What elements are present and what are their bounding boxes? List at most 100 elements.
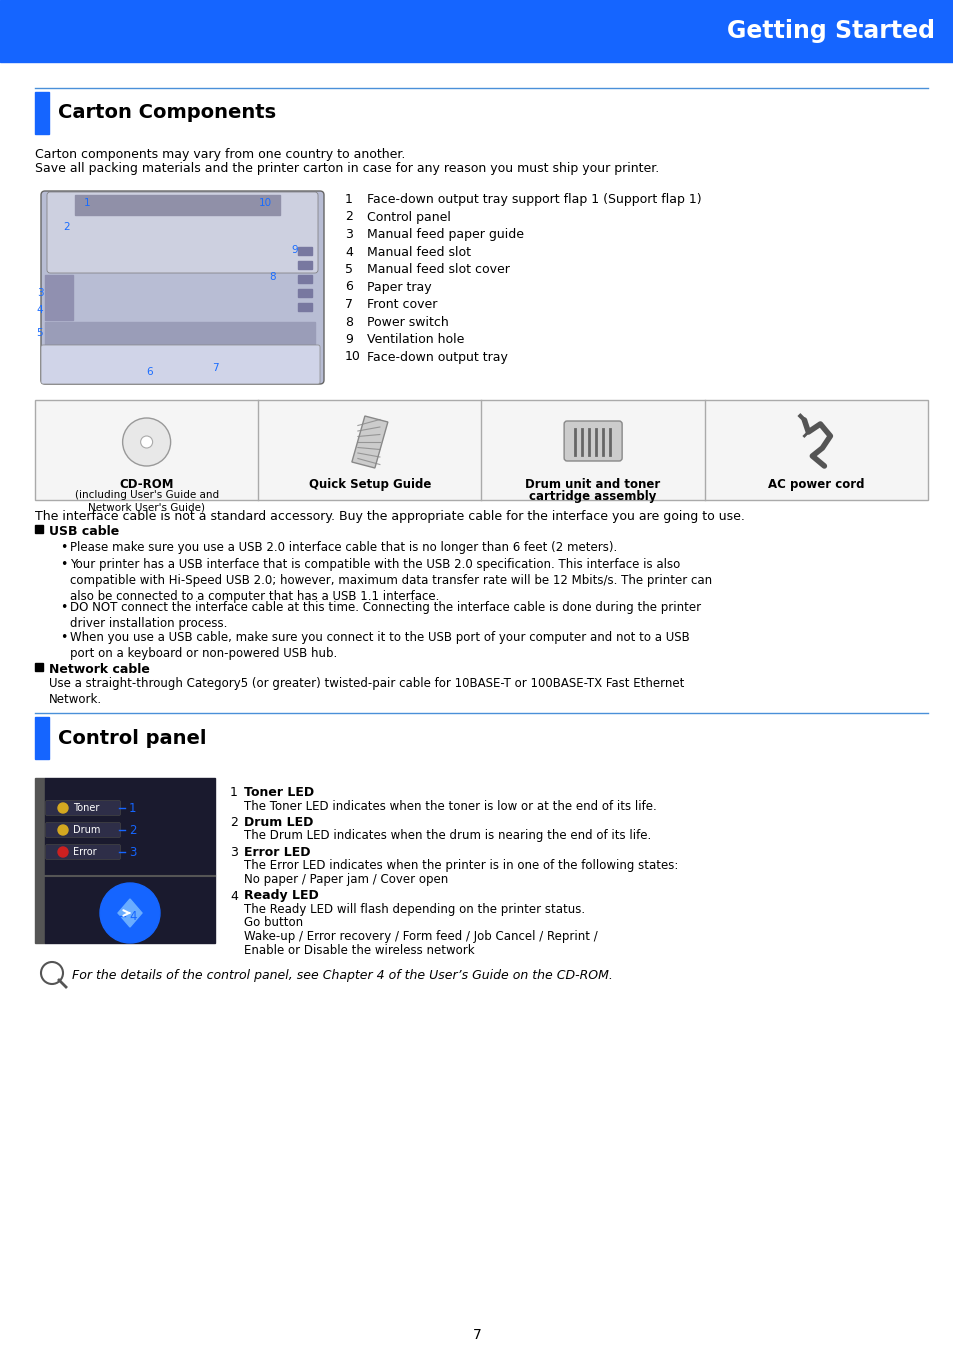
Text: DO NOT connect the interface cable at this time. Connecting the interface cable : DO NOT connect the interface cable at th…: [70, 601, 700, 630]
Text: 5: 5: [36, 328, 43, 338]
Bar: [75, 195, 280, 215]
Bar: [45, 276, 73, 320]
Text: Use a straight-through Category5 (or greater) twisted-pair cable for 10BASE-T or: Use a straight-through Category5 (or gre…: [49, 677, 683, 707]
Text: 7: 7: [345, 299, 353, 311]
Text: 3: 3: [230, 846, 237, 859]
Text: 9: 9: [345, 332, 353, 346]
Text: The Drum LED indicates when the drum is nearing the end of its life.: The Drum LED indicates when the drum is …: [244, 830, 651, 843]
Text: 6: 6: [147, 367, 153, 377]
Text: Manual feed slot: Manual feed slot: [367, 246, 471, 258]
Text: Network cable: Network cable: [49, 663, 150, 676]
Text: 7: 7: [472, 1328, 481, 1342]
FancyBboxPatch shape: [46, 823, 120, 838]
Text: Manual feed slot cover: Manual feed slot cover: [367, 263, 509, 276]
Text: 1: 1: [230, 786, 237, 798]
Text: 5: 5: [345, 263, 353, 276]
Text: Error LED: Error LED: [244, 846, 310, 859]
Text: 2: 2: [129, 824, 136, 836]
Text: Ventilation hole: Ventilation hole: [367, 332, 464, 346]
Circle shape: [123, 417, 171, 466]
Text: 1: 1: [129, 801, 136, 815]
Text: Power switch: Power switch: [367, 316, 448, 328]
Bar: [35, 400, 927, 500]
Text: Getting Started: Getting Started: [726, 19, 934, 43]
Bar: [35, 717, 49, 759]
Text: •: •: [60, 540, 68, 554]
Text: •: •: [60, 558, 68, 571]
Bar: [297, 289, 312, 297]
Text: Paper tray: Paper tray: [367, 281, 431, 293]
Bar: [297, 303, 312, 311]
Text: 3: 3: [129, 846, 136, 858]
Text: AC power cord: AC power cord: [767, 478, 863, 490]
Text: Face-down output tray support flap 1 (Support flap 1): Face-down output tray support flap 1 (Su…: [367, 193, 700, 205]
Text: 4: 4: [129, 909, 136, 923]
Text: Error: Error: [73, 847, 96, 857]
Text: Wake-up / Error recovery / Form feed / Job Cancel / Reprint /: Wake-up / Error recovery / Form feed / J…: [244, 929, 598, 943]
Bar: [45, 778, 214, 943]
Text: 10: 10: [258, 199, 272, 208]
Text: 2: 2: [64, 222, 71, 232]
Text: For the details of the control panel, see Chapter 4 of the User’s Guide on the C: For the details of the control panel, se…: [71, 969, 612, 982]
Text: Control panel: Control panel: [58, 728, 206, 747]
Text: 8: 8: [270, 272, 276, 282]
Text: Front cover: Front cover: [367, 299, 436, 311]
FancyBboxPatch shape: [46, 844, 120, 859]
Text: USB cable: USB cable: [49, 526, 119, 538]
Text: 10: 10: [345, 350, 360, 363]
Bar: [35, 778, 45, 943]
Circle shape: [58, 847, 68, 857]
Text: cartridge assembly: cartridge assembly: [529, 490, 656, 503]
Text: Your printer has a USB interface that is compatible with the USB 2.0 specificati: Your printer has a USB interface that is…: [70, 558, 711, 603]
Text: Face-down output tray: Face-down output tray: [367, 350, 507, 363]
Text: Quick Setup Guide: Quick Setup Guide: [309, 478, 431, 490]
Text: The interface cable is not a standard accessory. Buy the appropriate cable for t: The interface cable is not a standard ac…: [35, 509, 744, 523]
Text: When you use a USB cable, make sure you connect it to the USB port of your compu: When you use a USB cable, make sure you …: [70, 631, 689, 661]
Text: 4: 4: [36, 305, 43, 315]
Text: Manual feed paper guide: Manual feed paper guide: [367, 228, 523, 240]
Bar: [297, 276, 312, 282]
Circle shape: [58, 825, 68, 835]
Text: 1: 1: [84, 199, 91, 208]
Bar: [297, 247, 312, 255]
Text: The Error LED indicates when the printer is in one of the following states:: The Error LED indicates when the printer…: [244, 859, 678, 873]
Circle shape: [41, 962, 63, 984]
Bar: [35, 526, 43, 534]
Text: Carton Components: Carton Components: [58, 104, 275, 123]
FancyBboxPatch shape: [47, 192, 317, 273]
Text: CD-ROM: CD-ROM: [119, 478, 173, 490]
Text: 2: 2: [230, 816, 237, 830]
Text: 9: 9: [292, 245, 298, 255]
Text: Go button: Go button: [244, 916, 303, 929]
Text: Toner: Toner: [73, 802, 99, 813]
Text: The Toner LED indicates when the toner is low or at the end of its life.: The Toner LED indicates when the toner i…: [244, 800, 656, 812]
Bar: [35, 663, 43, 671]
Bar: [297, 261, 312, 269]
Text: No paper / Paper jam / Cover open: No paper / Paper jam / Cover open: [244, 873, 448, 886]
Text: 1: 1: [345, 193, 353, 205]
FancyBboxPatch shape: [41, 345, 319, 384]
Circle shape: [140, 436, 152, 449]
Bar: [45, 322, 314, 372]
Polygon shape: [352, 416, 388, 467]
Text: Enable or Disable the wireless network: Enable or Disable the wireless network: [244, 943, 475, 957]
Text: Control panel: Control panel: [367, 211, 451, 223]
Text: 3: 3: [345, 228, 353, 240]
FancyBboxPatch shape: [41, 190, 324, 384]
Text: Save all packing materials and the printer carton in case for any reason you mus: Save all packing materials and the print…: [35, 162, 659, 176]
Text: Drum LED: Drum LED: [244, 816, 313, 830]
Bar: [35, 92, 49, 134]
Text: Toner LED: Toner LED: [244, 786, 314, 798]
Text: Drum: Drum: [73, 825, 100, 835]
Text: •: •: [60, 601, 68, 613]
Text: •: •: [60, 631, 68, 644]
FancyBboxPatch shape: [563, 422, 621, 461]
Circle shape: [58, 802, 68, 813]
Circle shape: [100, 884, 160, 943]
FancyBboxPatch shape: [46, 801, 120, 816]
Bar: [0, 0, 953, 62]
Text: 7: 7: [212, 363, 218, 373]
Text: 2: 2: [345, 211, 353, 223]
Text: Drum unit and toner: Drum unit and toner: [525, 478, 660, 490]
Polygon shape: [118, 898, 142, 927]
